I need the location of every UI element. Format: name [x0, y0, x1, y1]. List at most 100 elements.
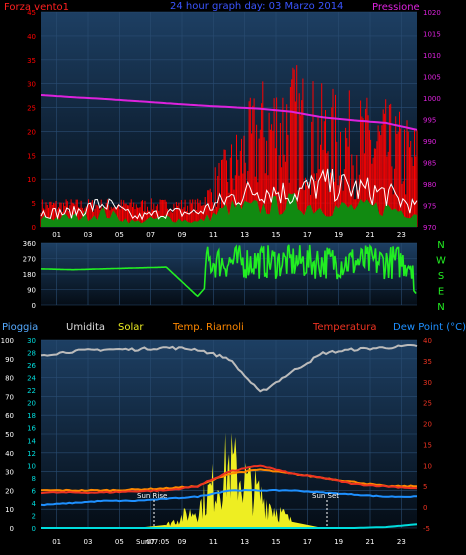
- x-tick-label: 03: [84, 538, 93, 546]
- humidity-tick-label: 100: [1, 337, 14, 345]
- x-tick-label: 21: [366, 538, 375, 546]
- solar-tick-label: 18: [27, 412, 36, 420]
- solar-tick-label: 2: [32, 512, 36, 520]
- pressure-axis-label: Pressione: [372, 2, 420, 13]
- humidity-tick-label: 20: [5, 487, 14, 495]
- solar-tick-label: 16: [27, 425, 36, 433]
- temperature-tick-label: 20: [423, 421, 432, 429]
- temperature-tick-label: 40: [423, 337, 432, 345]
- solar-tick-label: 4: [32, 500, 37, 508]
- panel1-grid: [41, 11, 417, 228]
- x-tick-label: 13: [240, 538, 249, 546]
- humidity-tick-label: 60: [5, 412, 14, 420]
- pressure-tick-label: 1020: [423, 9, 441, 17]
- pressure-tick-label: 1005: [423, 74, 441, 82]
- panel2-series: [40, 244, 417, 298]
- wind-tick-label: 15: [27, 152, 36, 160]
- humidity-tick-label: 0: [10, 525, 14, 533]
- compass-label: W: [436, 256, 446, 267]
- wind-tick-label: 10: [27, 176, 36, 184]
- solar-tick-label: 20: [27, 400, 36, 408]
- temperature-tick-label: 25: [423, 400, 432, 408]
- direction-tick-label: 0: [32, 302, 36, 310]
- x-tick-label: 07: [146, 231, 155, 239]
- legend-humidity: Umidita: [66, 322, 105, 333]
- solar-tick-label: 28: [27, 350, 36, 358]
- humidity-tick-label: 40: [5, 450, 14, 458]
- wind-tick-label: 40: [27, 33, 36, 41]
- wind-tick-label: 20: [27, 128, 36, 136]
- x-tick-label: 01: [52, 538, 61, 546]
- wind-average-area: [41, 192, 417, 227]
- humidity-tick-label: 10: [5, 506, 14, 514]
- wind-axis-label: Forza vento1: [4, 2, 69, 13]
- legend-dew: Dew Point (°C): [393, 322, 466, 333]
- wind-tick-label: 5: [32, 200, 36, 208]
- x-tick-label: 07: [146, 538, 155, 546]
- sun-markers: Sun Rise Sun Set Sun07:05: [136, 492, 339, 546]
- x-tick-label: 11: [209, 231, 218, 239]
- solar-area: [41, 432, 417, 528]
- x-tick-label: 23: [397, 538, 406, 546]
- pressure-tick-label: 985: [423, 160, 436, 168]
- x-tick-label: 09: [178, 231, 187, 239]
- rain-line: [41, 523, 418, 529]
- wind-ticks: 0 5 10 15 20 25 30 35 40 45: [27, 9, 36, 232]
- pressure-tick-label: 980: [423, 181, 436, 189]
- solar-tick-label: 14: [27, 437, 36, 445]
- direction-tick-label: 90: [27, 287, 36, 295]
- temperature-tick-label: 35: [423, 358, 432, 366]
- x-tick-label: 09: [178, 538, 187, 546]
- temperature-tick-label: 5: [423, 483, 427, 491]
- x-tick-label: 15: [272, 538, 281, 546]
- direction-ticks: 0 90 180 270 360: [23, 240, 36, 310]
- x-tick-label: 11: [209, 538, 218, 546]
- solar-tick-label: 30: [27, 337, 36, 345]
- panel3-legend: Pioggia Umidita Solar Temp. Riarnoli Tem…: [2, 322, 466, 333]
- compass-label: E: [438, 287, 444, 298]
- legend-feels: Temp. Riarnoli: [172, 322, 244, 333]
- temperature-tick-label: 10: [423, 462, 432, 470]
- panel1-series: [40, 65, 418, 227]
- pressure-ticks: 970 975 980 985 990 995 1000 1005 1010 1015 1020: [423, 9, 441, 232]
- solar-tick-label: 6: [32, 487, 37, 495]
- x-tick-label: 03: [84, 231, 93, 239]
- pressure-tick-label: 1015: [423, 31, 441, 39]
- solar-tick-label: 10: [27, 462, 36, 470]
- compass-label: N: [437, 302, 444, 313]
- wind-direction-line: [40, 244, 417, 298]
- panel3-series: [40, 344, 418, 529]
- pressure-tick-label: 970: [423, 224, 436, 232]
- sunrise-label: Sun Rise: [137, 492, 167, 500]
- pressure-tick-label: 1000: [423, 95, 441, 103]
- temperature-ticks: -5 0 5 10 15 20 25 30 35 40: [423, 337, 432, 533]
- feels-like-line: [40, 468, 418, 492]
- x-tick-label: 23: [397, 231, 406, 239]
- humidity-ticks: 0 10 20 30 40 50 60 70 80 90 100: [1, 337, 14, 533]
- x-tick-label: 05: [115, 538, 124, 546]
- temperature-tick-label: 30: [423, 379, 432, 387]
- direction-tick-label: 360: [23, 240, 36, 248]
- direction-tick-label: 270: [23, 256, 36, 264]
- humidity-tick-label: 70: [5, 393, 14, 401]
- wind-tick-label: 45: [27, 9, 36, 17]
- temperature-tick-label: 15: [423, 441, 432, 449]
- x-tick-label: 13: [240, 231, 249, 239]
- pressure-tick-label: 1010: [423, 52, 441, 60]
- humidity-tick-label: 80: [5, 375, 14, 383]
- solar-tick-label: 0: [32, 525, 36, 533]
- legend-solar: Solar: [118, 322, 144, 333]
- x-tick-label: 17: [303, 231, 312, 239]
- panel3-grid: [41, 339, 417, 529]
- humidity-line: [40, 344, 418, 393]
- humidity-tick-label: 30: [5, 469, 14, 477]
- humidity-tick-label: 50: [5, 431, 14, 439]
- solar-tick-label: 26: [27, 362, 36, 370]
- direction-tick-label: 180: [23, 271, 36, 279]
- x-tick-label: 17: [303, 538, 312, 546]
- solar-tick-label: 12: [27, 450, 36, 458]
- x-ticks-panel3: 01 03 05 07 09 11 13 15 17 19 21 23: [52, 538, 406, 546]
- sunset-label: Sun Set: [312, 492, 339, 500]
